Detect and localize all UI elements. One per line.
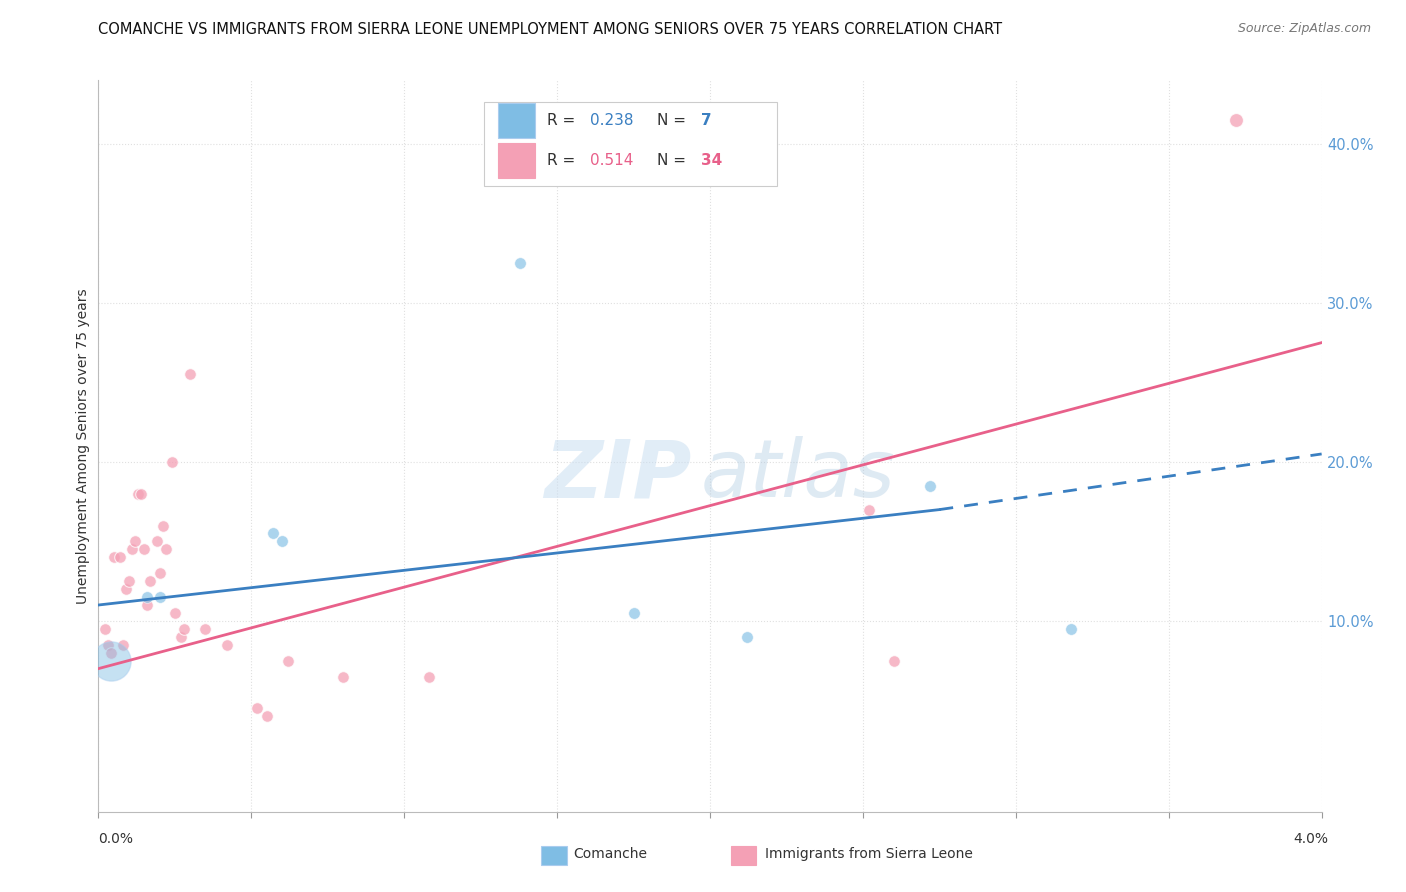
Text: 0.514: 0.514 bbox=[591, 153, 634, 168]
Point bbox=[623, 606, 645, 620]
Point bbox=[246, 701, 269, 715]
Point bbox=[111, 638, 134, 652]
Text: Immigrants from Sierra Leone: Immigrants from Sierra Leone bbox=[765, 847, 973, 861]
Text: N =: N = bbox=[658, 113, 692, 128]
Point bbox=[108, 550, 131, 565]
Text: ZIP: ZIP bbox=[544, 436, 692, 515]
Y-axis label: Unemployment Among Seniors over 75 years: Unemployment Among Seniors over 75 years bbox=[76, 288, 90, 604]
Point bbox=[277, 654, 299, 668]
Point bbox=[136, 590, 159, 604]
Point bbox=[256, 709, 278, 723]
Point bbox=[100, 654, 122, 668]
Point bbox=[173, 622, 195, 636]
Point bbox=[100, 646, 122, 660]
Text: 0.238: 0.238 bbox=[591, 113, 634, 128]
Point bbox=[149, 590, 172, 604]
Point bbox=[136, 598, 159, 612]
Point bbox=[155, 542, 177, 557]
Text: COMANCHE VS IMMIGRANTS FROM SIERRA LEONE UNEMPLOYMENT AMONG SENIORS OVER 75 YEAR: COMANCHE VS IMMIGRANTS FROM SIERRA LEONE… bbox=[98, 22, 1002, 37]
Text: 4.0%: 4.0% bbox=[1294, 832, 1329, 846]
Text: R =: R = bbox=[547, 113, 581, 128]
Point bbox=[118, 574, 141, 589]
Point bbox=[149, 566, 172, 581]
Point bbox=[1060, 622, 1083, 636]
Point bbox=[93, 622, 115, 636]
Point bbox=[1225, 113, 1247, 128]
Point bbox=[127, 486, 149, 500]
Point bbox=[262, 526, 284, 541]
FancyBboxPatch shape bbox=[498, 143, 536, 178]
Text: 7: 7 bbox=[702, 113, 711, 128]
Point bbox=[215, 638, 238, 652]
Point bbox=[139, 574, 162, 589]
FancyBboxPatch shape bbox=[484, 103, 778, 186]
Point bbox=[170, 630, 193, 644]
Point bbox=[858, 502, 880, 516]
Text: atlas: atlas bbox=[700, 436, 896, 515]
Text: R =: R = bbox=[547, 153, 581, 168]
Point bbox=[115, 582, 138, 596]
Point bbox=[103, 550, 125, 565]
Text: Comanche: Comanche bbox=[574, 847, 648, 861]
FancyBboxPatch shape bbox=[498, 103, 536, 138]
Point bbox=[270, 534, 294, 549]
Point bbox=[883, 654, 905, 668]
Point bbox=[124, 534, 146, 549]
Point bbox=[735, 630, 758, 644]
Point bbox=[194, 622, 217, 636]
Point bbox=[145, 534, 167, 549]
Point bbox=[152, 518, 174, 533]
Point bbox=[160, 455, 183, 469]
Point bbox=[418, 669, 440, 683]
Text: 0.0%: 0.0% bbox=[98, 832, 134, 846]
Point bbox=[121, 542, 143, 557]
Text: 34: 34 bbox=[702, 153, 723, 168]
Point bbox=[163, 606, 186, 620]
Point bbox=[129, 486, 152, 500]
Text: N =: N = bbox=[658, 153, 692, 168]
Point bbox=[134, 542, 156, 557]
Point bbox=[332, 669, 354, 683]
Point bbox=[97, 638, 120, 652]
Point bbox=[920, 479, 942, 493]
Text: Source: ZipAtlas.com: Source: ZipAtlas.com bbox=[1237, 22, 1371, 36]
Point bbox=[509, 256, 531, 270]
Point bbox=[179, 368, 201, 382]
